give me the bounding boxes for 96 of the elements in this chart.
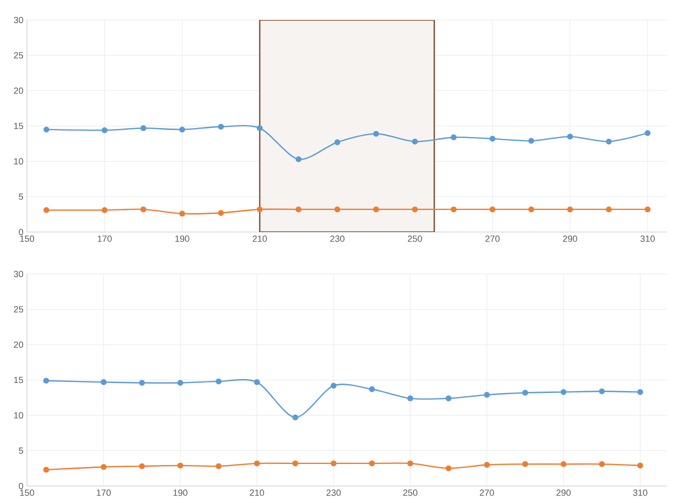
point: [334, 139, 340, 146]
y-tick-label: 25: [14, 306, 24, 313]
x-tick-label: 150: [20, 236, 34, 242]
point: [179, 210, 186, 217]
point: [368, 386, 375, 392]
point: [567, 206, 573, 212]
point: [560, 461, 566, 468]
point: [296, 206, 302, 212]
point: [373, 206, 380, 212]
point: [177, 380, 184, 386]
point: [490, 206, 496, 212]
y-tick-label: 25: [14, 52, 24, 59]
y-tick-label: 30: [14, 16, 24, 24]
point: [528, 138, 534, 144]
point: [177, 462, 184, 468]
x-tick-label: 250: [408, 236, 422, 242]
point: [644, 130, 651, 136]
point: [598, 388, 605, 394]
x-tick-label: 310: [633, 490, 648, 496]
point: [43, 126, 50, 132]
point: [218, 124, 224, 130]
y-tick-label: 30: [14, 270, 24, 278]
point: [644, 206, 651, 212]
point: [446, 395, 452, 402]
point: [139, 463, 145, 470]
x-tick-label: 170: [96, 490, 111, 496]
point: [100, 464, 107, 470]
point: [43, 378, 50, 384]
point: [484, 462, 490, 468]
x-tick-label: 290: [563, 236, 578, 242]
point: [43, 207, 50, 214]
point: [254, 460, 260, 466]
x-tick-label: 190: [175, 236, 190, 242]
y-tick-label: 10: [14, 412, 24, 419]
y-tick-label: 5: [18, 448, 24, 454]
point: [216, 378, 222, 384]
point: [606, 206, 612, 212]
point: [254, 379, 260, 386]
point: [102, 207, 108, 214]
point: [528, 206, 534, 212]
point: [179, 126, 186, 132]
point: [490, 136, 496, 142]
point: [330, 460, 337, 466]
point: [484, 392, 490, 398]
x-tick-label: 270: [485, 236, 500, 242]
x-tick-label: 210: [250, 490, 264, 496]
point: [637, 389, 644, 395]
point: [256, 206, 263, 212]
x-tick-label: 270: [480, 490, 494, 496]
point: [446, 465, 452, 472]
point: [139, 380, 145, 386]
point: [292, 460, 298, 466]
point: [43, 466, 50, 473]
point: [606, 138, 612, 144]
point: [102, 127, 108, 134]
point: [296, 156, 302, 162]
y-tick-label: 20: [14, 341, 24, 348]
point: [567, 134, 573, 140]
x-tick-label: 290: [556, 490, 571, 496]
y-tick-label: 15: [14, 376, 24, 384]
x-tick-label: 250: [403, 490, 418, 496]
point: [560, 389, 566, 395]
point: [292, 414, 298, 420]
point: [368, 460, 375, 466]
x-tick-label: 190: [174, 490, 188, 496]
x-tick-label: 310: [640, 236, 655, 242]
point: [450, 206, 457, 212]
point: [100, 379, 107, 386]
point: [256, 125, 263, 132]
x-tick-label: 230: [326, 490, 341, 496]
y-tick-label: 0: [18, 228, 24, 236]
point: [637, 462, 644, 468]
point: [140, 125, 146, 132]
point: [140, 206, 146, 212]
point: [412, 138, 418, 144]
y-tick-label: 5: [18, 194, 24, 200]
y-tick-label: 15: [14, 122, 24, 130]
point: [216, 463, 222, 470]
x-tick-label: 170: [98, 236, 112, 242]
point: [334, 206, 340, 212]
point: [373, 130, 380, 137]
point: [218, 210, 224, 216]
point: [407, 395, 414, 402]
y-tick-label: 0: [18, 482, 24, 490]
point: [412, 206, 418, 212]
y-tick-label: 20: [14, 87, 24, 94]
y-tick-label: 10: [14, 158, 24, 165]
point: [522, 461, 528, 468]
point: [407, 460, 414, 466]
x-tick-label: 230: [330, 236, 344, 242]
point: [450, 134, 457, 140]
x-tick-label: 150: [20, 490, 34, 496]
point: [330, 382, 337, 389]
x-tick-label: 210: [252, 236, 267, 242]
point: [598, 461, 605, 468]
point: [522, 390, 528, 396]
